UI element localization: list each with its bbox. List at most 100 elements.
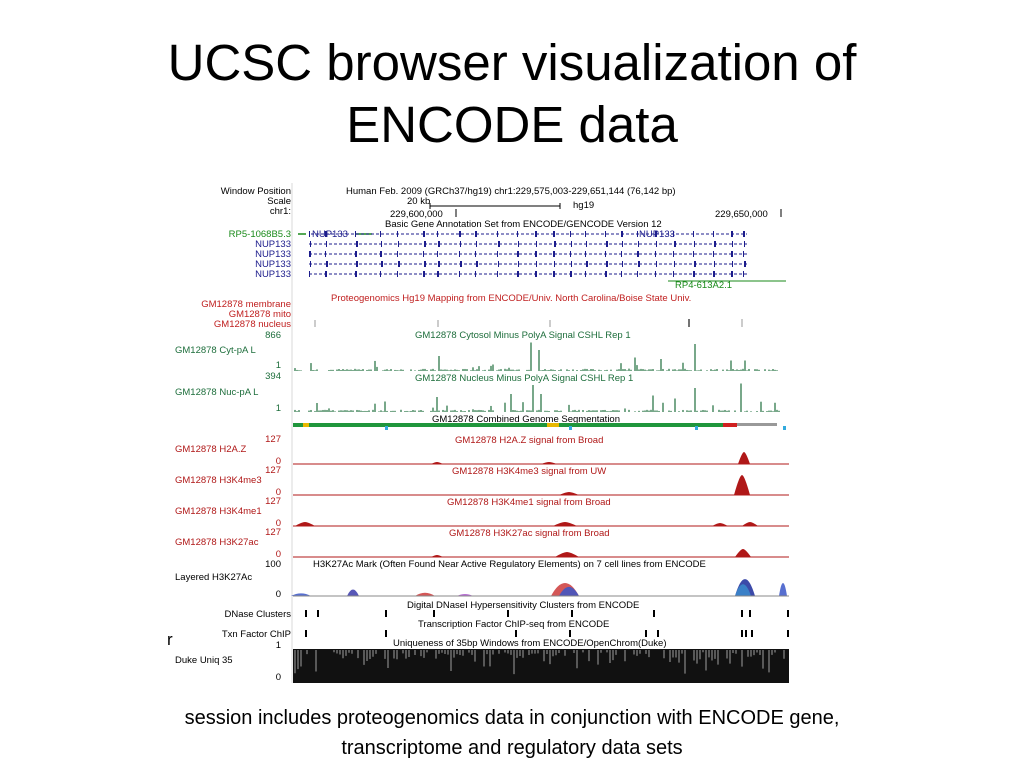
cluster-mark (385, 630, 387, 637)
proteo-label-nucleus: GM12878 nucleus (214, 319, 291, 330)
transcript-exon (518, 241, 519, 247)
transcript-exon (571, 241, 572, 247)
transcript-exon (476, 241, 477, 247)
transcript-exon (438, 241, 440, 247)
histone-peak (738, 452, 750, 464)
transcript-exon (622, 261, 623, 267)
transcript-exon (309, 251, 311, 257)
transcript-exon (498, 261, 499, 267)
transcript-exon (325, 251, 326, 257)
transcript-exon (310, 241, 311, 247)
cluster-mark (787, 630, 789, 637)
transcript-exon (655, 231, 657, 237)
histone-h3k27ac-track: 127 GM12878 H3K27ac 0 GM12878 H3K27ac si… (175, 527, 789, 560)
transcript-exon (693, 271, 695, 277)
layered-peak (559, 586, 579, 596)
cluster-mark (657, 630, 659, 637)
h3k4me1-title: GM12878 H3K4me1 signal from Broad (447, 497, 611, 508)
transcript-exon (475, 271, 476, 277)
transcript-exon (655, 271, 656, 277)
transcript-exon (518, 261, 519, 267)
histone-peak (295, 522, 315, 526)
gene-track-title: Basic Gene Annotation Set from ENCODE/GE… (385, 219, 662, 230)
transcript-exon (424, 261, 426, 267)
transcript-exon (437, 271, 439, 277)
layered-peak (291, 593, 311, 596)
transcript-exon (460, 261, 462, 267)
transcript-exon (381, 261, 383, 267)
histone-peak (559, 492, 579, 495)
transcript-exon (554, 241, 556, 247)
slide-title: UCSC browser visualization of ENCODE dat… (0, 32, 1024, 156)
h3k27ac-signal (431, 549, 751, 557)
transcript-exon (459, 251, 460, 257)
gene-inline-nup133-left: NUP133 (312, 229, 348, 240)
transcript-exon (655, 251, 656, 257)
txn-factor-track: Txn Factor ChIP Transcription Factor ChI… (222, 619, 789, 640)
transcript-exon (713, 251, 714, 257)
coord-left: 229,600,000 (390, 209, 443, 220)
rna-nuc-signal (294, 383, 780, 412)
transcript-exon (497, 251, 498, 257)
histone-peak (735, 549, 751, 557)
transcript-exon (638, 261, 640, 267)
transcript-exon (437, 231, 438, 237)
cluster-mark (741, 630, 743, 637)
transcript-exon (325, 231, 327, 237)
slide-title-line-2: ENCODE data (346, 96, 678, 153)
transcript-exon (744, 261, 746, 267)
h2az-signal (431, 452, 750, 464)
h3k27ac-min: 0 (276, 549, 281, 560)
transcript-exon (498, 241, 500, 247)
h2az-max: 127 (265, 434, 281, 445)
transcript-exon (397, 271, 398, 277)
transcript-exon (326, 261, 328, 267)
transcript-exon (355, 271, 357, 277)
transcript-exon (397, 251, 398, 257)
segmentation-yellow-2 (547, 423, 559, 427)
gene-label-rp5: RP5-1068B5.3 (229, 229, 291, 240)
transcript-exon (356, 241, 358, 247)
h3k4me3-min: 0 (276, 487, 281, 498)
transcript-exon (586, 241, 587, 247)
h3k4me3-max: 127 (265, 465, 281, 476)
transcript-exon (460, 241, 461, 247)
h2az-title: GM12878 H2A.Z signal from Broad (455, 435, 603, 446)
transcript-exon (621, 271, 622, 277)
segmentation-yellow-1 (303, 423, 309, 427)
browser-tracks: Window Position Scale chr1: Human Feb. 2… (175, 183, 789, 683)
transcript-exon (381, 241, 382, 247)
transcript-exon (585, 271, 586, 277)
transcript-exon (606, 261, 608, 267)
cluster-mark (745, 630, 747, 637)
transcript-exon (535, 231, 537, 237)
transcript-exon (637, 271, 638, 277)
transcript-exon (397, 231, 398, 237)
rna-cyt-title: GM12878 Cytosol Minus PolyA Signal CSHL … (415, 330, 631, 341)
segmentation-title: GM12878 Combined Genome Segmentation (432, 414, 620, 425)
histone-h3k4me1-track: 127 GM12878 H3K4me1 0 GM12878 H3K4me1 si… (175, 496, 789, 529)
txn-clusters (305, 630, 789, 637)
transcript-exon (732, 261, 733, 267)
assembly-position: Human Feb. 2009 (GRCh37/hg19) chr1:229,5… (346, 186, 676, 197)
segmentation-cyan-4 (783, 426, 786, 430)
genome-browser-screenshot: Window Position Scale chr1: Human Feb. 2… (175, 183, 790, 683)
proteo-label-mito: GM12878 mito (229, 309, 291, 320)
transcript-exon (673, 251, 674, 257)
transcript-exon (605, 251, 606, 257)
rna-cyt-label: GM12878 Cyt-pA L (175, 345, 256, 356)
transcript-exon (673, 271, 674, 277)
layered-peak (735, 584, 751, 596)
gene-label-nup133-2: NUP133 (255, 249, 291, 260)
gene-label-nup133-3: NUP133 (255, 259, 291, 270)
transcript-exon (585, 231, 586, 237)
histone-h2az-track: 127 GM12878 H2A.Z 0 GM12878 H2A.Z signal… (175, 434, 789, 467)
transcript-exon (732, 241, 733, 247)
transcript-exon (622, 241, 623, 247)
transcript-exon (731, 251, 733, 257)
scale-label: Scale (267, 196, 291, 207)
h3k27ac-label: GM12878 H3K27ac (175, 537, 259, 548)
transcript-exon (424, 241, 426, 247)
duke-uniq-track: 1 Duke Uniq 35 0 Uniqueness of 35bp Wind… (175, 638, 789, 683)
layered-peak (779, 583, 787, 596)
